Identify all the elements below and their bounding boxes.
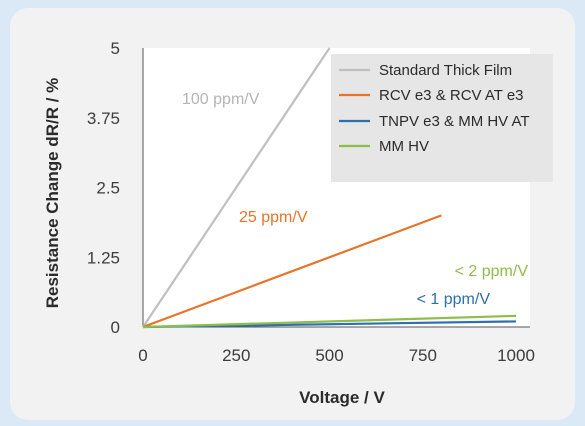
legend-box: [331, 54, 553, 182]
series-annotation: 25 ppm/V: [239, 209, 308, 226]
x-tick-label: 0: [138, 346, 147, 365]
tick-layer: 0 250 500 750 1000 0 1.25 2.5 3.75 5: [87, 39, 535, 365]
legend-label: MM HV: [379, 138, 429, 155]
series-line: [142, 47, 331, 328]
y-axis-title: Resistance Change dR/R / %: [43, 78, 62, 309]
y-tick-label: 1.25: [87, 248, 120, 267]
x-tick-label: 250: [222, 346, 250, 365]
y-tick-label: 3.75: [87, 109, 120, 128]
series-line: [142, 314, 517, 329]
legend: Standard Thick Film RCV e3 & RCV AT e3 TNP…: [331, 54, 553, 182]
annotation-layer: 100 ppm/V 25 ppm/V < 2 ppm/V < 1 ppm/V: [182, 91, 528, 308]
y-tick-label: 2.5: [96, 179, 120, 198]
series-annotation: 100 ppm/V: [182, 91, 260, 108]
legend-label: TNPV e3 & MM HV AT: [379, 113, 530, 130]
series-layer: [142, 47, 517, 329]
series-annotation: < 2 ppm/V: [455, 263, 529, 280]
series-line: [142, 214, 442, 329]
series-annotation: < 1 ppm/V: [417, 291, 491, 308]
legend-label: Standard Thick Film: [379, 62, 512, 79]
x-tick-label: 750: [409, 346, 437, 365]
legend-label: RCV e3 & RCV AT e3: [379, 87, 524, 104]
y-tick-label: 0: [111, 318, 120, 337]
x-tick-label: 1000: [497, 346, 535, 365]
x-tick-label: 500: [315, 346, 343, 365]
y-tick-label: 5: [111, 39, 120, 58]
x-axis-title: Voltage / V: [299, 388, 385, 407]
